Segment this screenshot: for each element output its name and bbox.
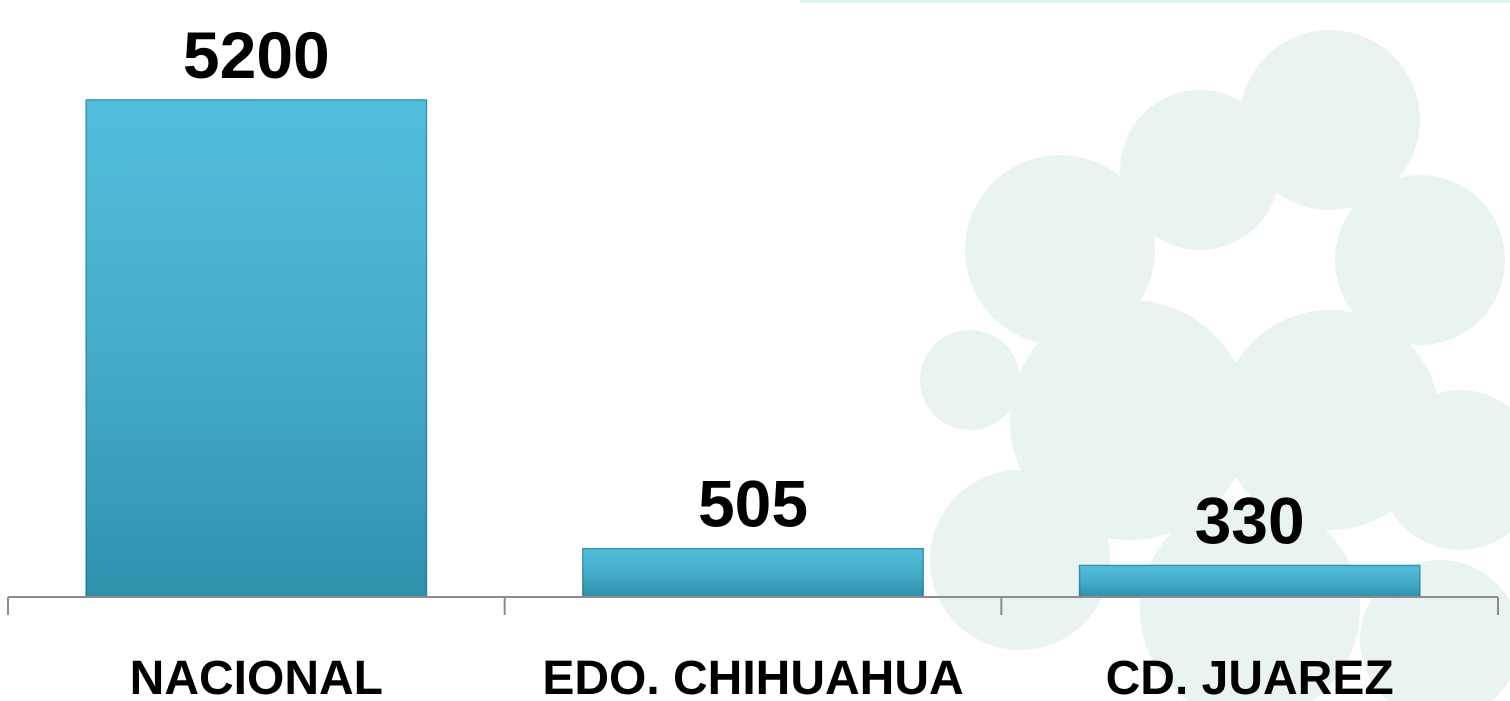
chart: 5200 NACIONAL 505 EDO. CHIHUAHUA 330 CD. JUAR…	[0, 0, 1510, 701]
value-label: 5200	[183, 18, 330, 92]
x-tick-label: EDO. CHIHUAHUA	[542, 652, 963, 701]
value-label: 330	[1195, 483, 1305, 557]
bar-shade	[583, 549, 923, 597]
bar-group	[86, 100, 426, 597]
page: {"chart_data": {"type": "bar", "categori…	[0, 0, 1510, 701]
bar-group	[583, 549, 923, 597]
value-label: 505	[698, 467, 808, 541]
bar-shade	[1080, 565, 1420, 597]
bar-group	[1080, 565, 1420, 597]
bar-shade	[86, 100, 426, 597]
x-tick-label: NACIONAL	[130, 652, 383, 701]
x-tick-label: CD. JUAREZ	[1106, 652, 1394, 701]
